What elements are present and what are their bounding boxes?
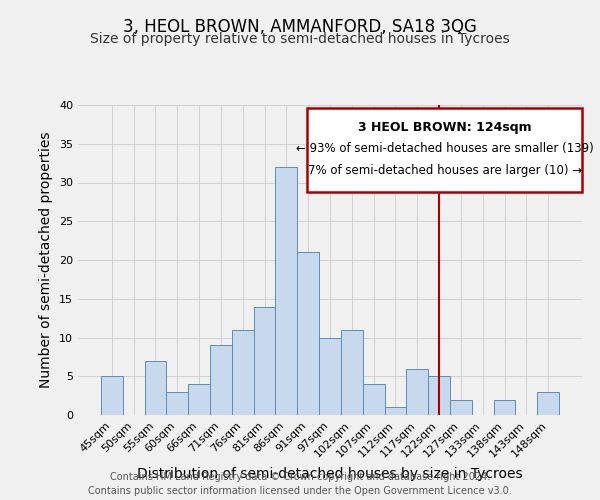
Bar: [275, 167, 297, 415]
Bar: [101, 376, 123, 415]
Bar: [385, 407, 406, 415]
Text: 7% of semi-detached houses are larger (10) →: 7% of semi-detached houses are larger (1…: [308, 164, 582, 177]
X-axis label: Distribution of semi-detached houses by size in Tycroes: Distribution of semi-detached houses by …: [137, 467, 523, 481]
Text: ← 93% of semi-detached houses are smaller (139): ← 93% of semi-detached houses are smalle…: [296, 142, 593, 155]
Bar: [406, 368, 428, 415]
Bar: [428, 376, 450, 415]
Bar: [210, 345, 232, 415]
Bar: [537, 392, 559, 415]
Bar: [145, 361, 166, 415]
Text: Size of property relative to semi-detached houses in Tycroes: Size of property relative to semi-detach…: [90, 32, 510, 46]
Bar: [363, 384, 385, 415]
Bar: [319, 338, 341, 415]
Text: Contains HM Land Registry data © Crown copyright and database right 2024.: Contains HM Land Registry data © Crown c…: [110, 472, 490, 482]
Bar: [188, 384, 210, 415]
Y-axis label: Number of semi-detached properties: Number of semi-detached properties: [40, 132, 53, 388]
Text: 3 HEOL BROWN: 124sqm: 3 HEOL BROWN: 124sqm: [358, 120, 532, 134]
Bar: [494, 400, 515, 415]
Text: Contains public sector information licensed under the Open Government Licence v3: Contains public sector information licen…: [88, 486, 512, 496]
Bar: [232, 330, 254, 415]
Text: 3, HEOL BROWN, AMMANFORD, SA18 3QG: 3, HEOL BROWN, AMMANFORD, SA18 3QG: [123, 18, 477, 36]
Bar: [297, 252, 319, 415]
FancyBboxPatch shape: [307, 108, 582, 192]
Bar: [254, 306, 275, 415]
Bar: [341, 330, 363, 415]
Bar: [450, 400, 472, 415]
Bar: [166, 392, 188, 415]
